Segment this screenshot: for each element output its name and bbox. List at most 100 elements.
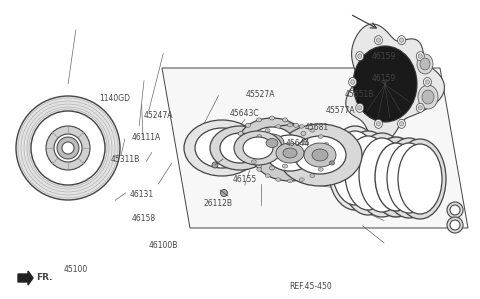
Ellipse shape [294,159,299,163]
Ellipse shape [256,164,262,168]
Polygon shape [18,271,33,285]
Ellipse shape [212,162,218,168]
Ellipse shape [283,118,288,122]
Ellipse shape [257,135,262,138]
Ellipse shape [250,151,254,155]
Ellipse shape [303,141,309,145]
Ellipse shape [283,164,288,168]
Ellipse shape [210,126,270,170]
Ellipse shape [399,122,404,126]
Ellipse shape [266,135,314,171]
Ellipse shape [304,143,336,167]
Ellipse shape [356,103,364,112]
Ellipse shape [383,138,435,218]
Ellipse shape [356,52,364,61]
Ellipse shape [31,111,105,185]
Ellipse shape [62,142,74,154]
Ellipse shape [252,143,256,146]
Ellipse shape [355,133,409,217]
Ellipse shape [252,125,328,181]
Text: 46159: 46159 [372,74,396,83]
Ellipse shape [418,54,422,58]
Ellipse shape [294,123,299,127]
Ellipse shape [332,131,378,205]
Ellipse shape [283,148,297,158]
Ellipse shape [416,103,424,112]
Ellipse shape [358,54,362,58]
Ellipse shape [310,174,315,177]
Text: 45577A: 45577A [326,106,356,115]
Ellipse shape [195,128,249,168]
Ellipse shape [238,132,243,135]
Ellipse shape [238,151,243,155]
Ellipse shape [353,46,417,122]
Ellipse shape [397,36,406,45]
Ellipse shape [376,122,381,126]
Text: 45681: 45681 [305,123,329,132]
Polygon shape [346,24,444,143]
Ellipse shape [288,179,292,183]
Ellipse shape [397,119,406,128]
Ellipse shape [250,127,294,159]
Ellipse shape [450,205,460,215]
Ellipse shape [425,80,430,84]
Ellipse shape [238,118,306,168]
Ellipse shape [278,124,362,186]
Ellipse shape [341,131,395,215]
Ellipse shape [374,36,383,45]
Ellipse shape [16,96,120,200]
Text: 45247A: 45247A [144,111,173,120]
Ellipse shape [294,136,346,174]
Ellipse shape [387,143,431,213]
Ellipse shape [324,160,329,164]
Ellipse shape [269,166,275,170]
Ellipse shape [245,123,251,127]
Ellipse shape [299,125,304,128]
Ellipse shape [310,129,315,132]
Ellipse shape [416,52,424,61]
Text: 26112B: 26112B [204,199,233,208]
Text: 46100B: 46100B [148,241,178,250]
Text: FR.: FR. [36,274,52,283]
Ellipse shape [260,134,284,152]
Text: 46159: 46159 [372,52,396,61]
Ellipse shape [375,143,417,211]
Ellipse shape [345,136,391,210]
Text: 46131: 46131 [130,190,154,199]
Text: 46155: 46155 [233,175,257,184]
Ellipse shape [318,168,323,171]
Ellipse shape [276,143,304,163]
Ellipse shape [348,77,357,86]
Ellipse shape [220,133,260,163]
Ellipse shape [374,119,383,128]
Ellipse shape [359,138,405,212]
Ellipse shape [325,151,331,155]
Ellipse shape [370,137,422,217]
Text: 45651B: 45651B [344,90,374,99]
Ellipse shape [350,80,355,84]
Ellipse shape [265,174,270,177]
Ellipse shape [301,132,306,135]
Ellipse shape [288,123,292,127]
Ellipse shape [399,38,404,42]
Ellipse shape [312,149,328,161]
Ellipse shape [46,126,90,170]
Ellipse shape [257,168,262,171]
Text: 46158: 46158 [132,214,156,223]
Ellipse shape [423,77,432,86]
Ellipse shape [184,120,260,176]
Ellipse shape [57,137,79,159]
Ellipse shape [301,151,306,155]
Text: 45643C: 45643C [230,109,260,118]
Ellipse shape [328,126,382,210]
Ellipse shape [376,38,381,42]
Ellipse shape [324,143,329,146]
Ellipse shape [422,90,434,104]
Ellipse shape [417,54,433,74]
Ellipse shape [252,160,256,164]
Text: 45644: 45644 [286,139,310,148]
Polygon shape [162,68,468,228]
Ellipse shape [398,144,442,214]
Ellipse shape [54,134,82,162]
Ellipse shape [245,159,251,163]
